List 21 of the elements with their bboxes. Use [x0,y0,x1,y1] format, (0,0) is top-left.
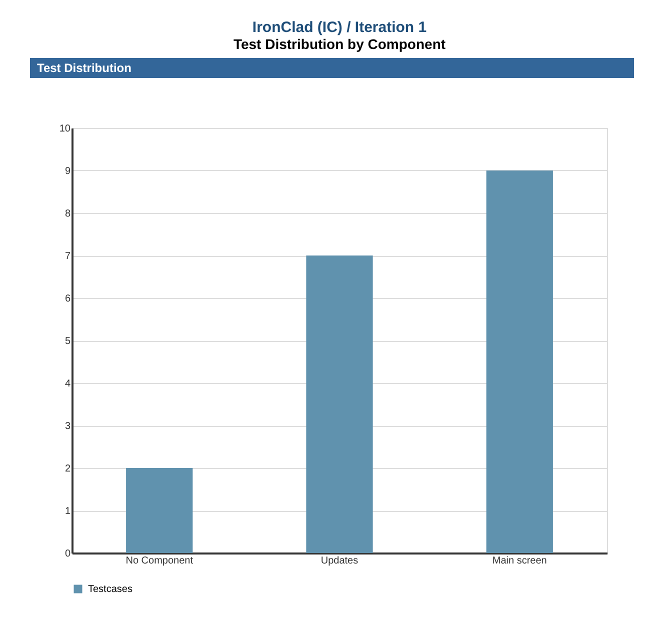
chart-subtitle: Test Distribution by Component [233,36,446,52]
bar [126,468,193,553]
y-tick-label: 10 [59,124,71,134]
x-tick-label: Main screen [492,556,547,566]
y-tick-label: 0 [64,548,71,560]
y-tick-label: 2 [64,464,71,474]
y-tick-label: 8 [64,208,71,220]
x-tick-label: No Component [126,556,194,566]
y-tick-label: 3 [64,421,71,432]
y-tick-label: 7 [64,251,71,262]
chart-title: IronClad (IC) / Iteration 1 [252,19,427,36]
y-tick-label: 5 [64,336,71,347]
legend-label: Testcases [88,584,132,595]
text: Test Distribution [37,61,132,75]
y-tick-label: 4 [64,378,71,390]
x-tick-label: Updates [320,556,358,566]
bar [306,256,373,553]
y-tick-label: 1 [64,506,71,517]
bar [486,170,553,553]
y-tick-label: 6 [64,294,71,304]
y-tick-label: 9 [64,166,71,177]
